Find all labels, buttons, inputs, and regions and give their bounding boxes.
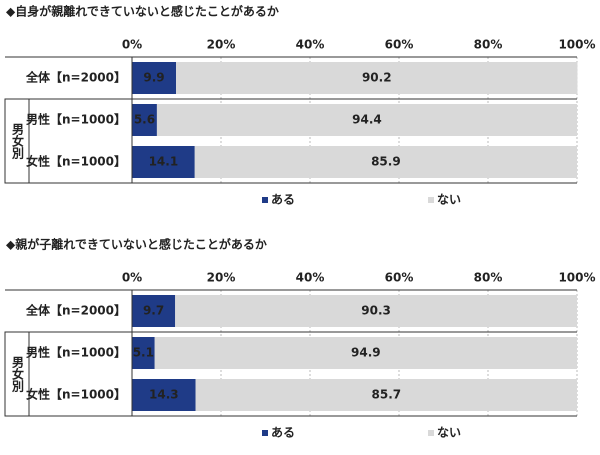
x-tick-label: 0% [122,38,142,52]
bar-segment [156,104,578,136]
category-label: 全体【n=2000】 [25,70,126,85]
bar-segment [132,62,177,94]
data-label: 14.3 [149,388,179,402]
data-label: 5.1 [133,346,154,360]
legend-swatch [428,430,434,436]
group-label: 男女別 [11,356,25,393]
bar-segment [176,62,578,94]
bar-segment [175,295,578,327]
category-label: 女性【n=1000】 [26,154,126,169]
data-label: 85.7 [372,388,402,402]
x-tick-label: 100% [558,271,595,285]
x-tick-label: 80% [474,38,503,52]
legend-label: ある [271,426,295,440]
data-label: 14.1 [149,155,179,169]
bar-segment [132,379,196,411]
group-box [4,98,30,184]
group-label: 男女別 [11,123,25,160]
bar-segment [154,337,577,369]
x-tick-label: 100% [558,38,595,52]
data-label: 9.9 [143,71,164,85]
x-tick-label: 60% [385,271,414,285]
legend-swatch [262,430,268,436]
bar-segment [132,295,176,327]
data-label: 5.6 [134,113,155,127]
category-label: 男性【n=1000】 [26,345,126,360]
x-tick-label: 80% [474,271,503,285]
data-label: 90.3 [361,304,391,318]
x-tick-label: 20% [207,38,236,52]
bar-segment [132,337,155,369]
category-label: 男性【n=1000】 [26,112,126,127]
group-box [4,331,30,417]
legend-label: ない [437,193,461,207]
bar-segment [194,146,577,178]
bar-segment [132,146,195,178]
legend-swatch [428,197,434,203]
data-label: 90.2 [362,71,392,85]
category-label: 全体【n=2000】 [25,303,126,318]
bar-segment [195,379,577,411]
chart-title: ◆親が子離れできていないと感じたことがあるか [6,237,267,252]
bar-segment [132,104,157,136]
data-label: 85.9 [371,155,401,169]
category-label: 女性【n=1000】 [26,387,126,402]
legend-label: ない [437,426,461,440]
legend-label: ある [271,193,295,207]
data-label: 9.7 [143,304,164,318]
data-label: 94.9 [351,346,381,360]
x-tick-label: 40% [296,38,325,52]
x-tick-label: 20% [207,271,236,285]
legend-swatch [262,197,268,203]
data-label: 94.4 [352,113,382,127]
chart-title: ◆自身が親離れできていないと感じたことがあるか [6,4,279,19]
x-tick-label: 40% [296,271,325,285]
x-tick-label: 0% [122,271,142,285]
x-tick-label: 60% [385,38,414,52]
